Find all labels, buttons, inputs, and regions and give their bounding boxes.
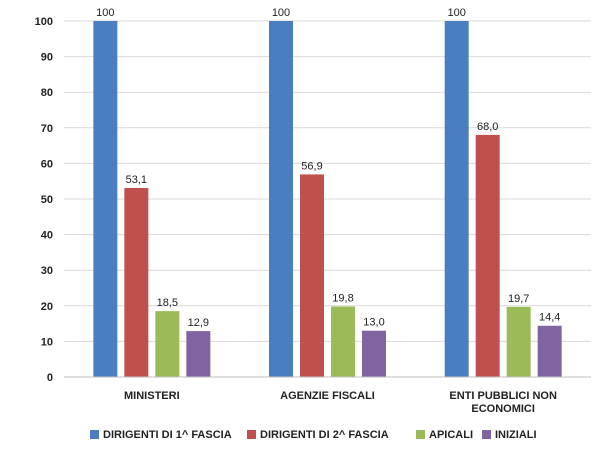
x-tick-label: AGENZIE FISCALI	[280, 390, 375, 402]
x-tick-label: MINISTERI	[124, 390, 180, 402]
data-label: 18,5	[157, 297, 178, 309]
data-label: 68,0	[477, 121, 498, 133]
y-tick-label: 0	[47, 372, 53, 384]
y-tick-label: 100	[35, 16, 53, 28]
legend-label: DIRIGENTI DI 1^ FASCIA	[103, 429, 232, 441]
bar	[444, 21, 469, 377]
bars	[93, 21, 562, 377]
bar	[186, 331, 211, 377]
data-labels: 100 53,1 18,5 12,9 100 56,9 19,8 13,0 100 68,0 19,…	[96, 7, 560, 329]
legend-label: INIZIALI	[495, 429, 537, 441]
data-label: 53,1	[126, 174, 147, 186]
bar	[537, 325, 562, 377]
data-label: 19,7	[508, 293, 529, 305]
data-label: 14,4	[539, 312, 560, 324]
bar	[300, 174, 324, 377]
y-tick-label: 10	[41, 336, 53, 348]
bar	[269, 21, 293, 377]
bar	[93, 21, 118, 377]
gridlines	[64, 20, 591, 378]
bar	[362, 330, 386, 377]
bar	[506, 306, 531, 377]
bar	[124, 187, 149, 377]
y-tick-label: 20	[41, 301, 53, 313]
legend-swatch	[247, 430, 256, 439]
data-label: 19,8	[332, 293, 353, 305]
legend-label: DIRIGENTI DI 2^ FASCIA	[260, 429, 389, 441]
y-tick-label: 40	[41, 230, 53, 242]
y-tick-label: 30	[41, 265, 53, 277]
legend-label: APICALI	[429, 429, 473, 441]
data-label: 100	[447, 7, 465, 19]
y-tick-label: 90	[41, 52, 53, 64]
data-label: 56,9	[301, 160, 322, 172]
bar	[475, 134, 500, 377]
legend: DIRIGENTI DI 1^ FASCIA DIRIGENTI DI 2^ FA…	[90, 429, 537, 441]
data-label: 13,0	[363, 317, 384, 329]
y-tick-label: 60	[41, 158, 53, 170]
data-label: 100	[96, 7, 114, 19]
y-axis: 0 10 20 30 40 50 60 70 80 90 100	[35, 16, 53, 384]
x-tick-label: ECONOMICI	[471, 403, 535, 415]
legend-swatch	[416, 430, 425, 439]
x-axis: MINISTERI AGENZIE FISCALI ENTI PUBBLICI NO…	[64, 376, 591, 415]
data-label: 12,9	[188, 317, 209, 329]
bar	[331, 306, 355, 377]
y-tick-label: 80	[41, 87, 53, 99]
data-label: 100	[272, 7, 290, 19]
y-tick-label: 50	[41, 194, 53, 206]
legend-swatch	[482, 430, 491, 439]
y-tick-label: 70	[41, 123, 53, 135]
legend-swatch	[90, 430, 99, 439]
bar	[155, 311, 180, 377]
x-tick-label: ENTI PUBBLICI NON	[449, 390, 557, 402]
